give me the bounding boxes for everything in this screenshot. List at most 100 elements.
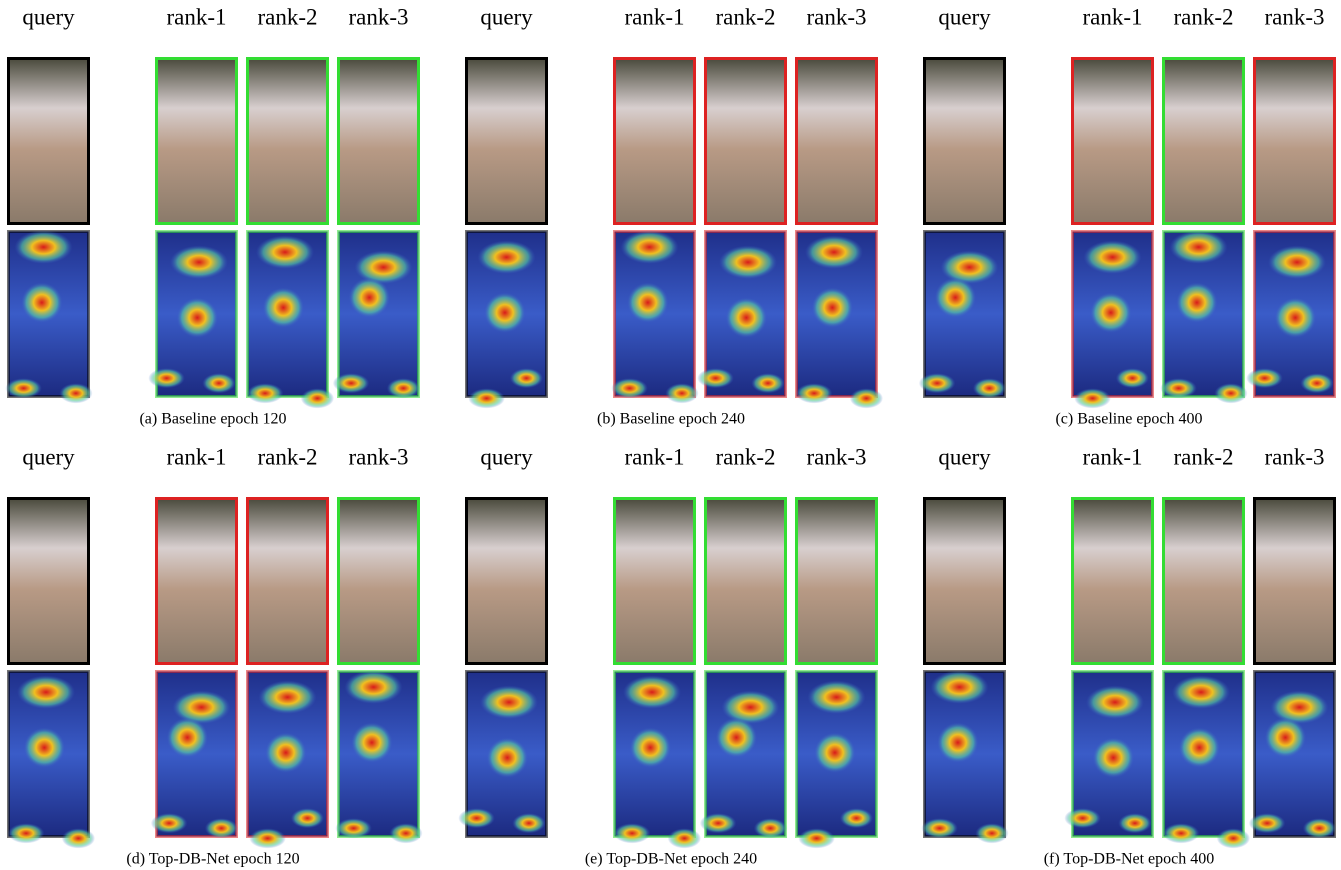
heat-blob (510, 368, 543, 388)
column-label: rank-2 (257, 444, 317, 469)
heat-blob (1275, 298, 1317, 338)
heat-blob (1179, 727, 1221, 767)
heat-blob (258, 680, 316, 714)
panel: queryrank-1rank-2rank-3(e) Top-DB-Net ep… (458, 444, 876, 867)
column-label: rank-1 (1082, 4, 1142, 29)
column-label: query (22, 444, 75, 469)
heat-blob (202, 373, 235, 393)
heat-blob (973, 378, 1006, 398)
column-label: query (480, 444, 533, 469)
heat-blob (623, 675, 681, 709)
heat-blob (1090, 292, 1132, 332)
heat-blob (665, 383, 698, 403)
heat-blob (1163, 823, 1200, 843)
heat-blob (1093, 738, 1135, 778)
panel: query rank-1 rank-2 rank-3 (c) Baseline epoc… (919, 4, 1335, 427)
heat-blob (930, 670, 988, 704)
heat-blob (8, 823, 45, 843)
heat-blob (468, 388, 505, 408)
heat-blob (805, 235, 863, 269)
heat-blob (5, 378, 42, 398)
heat-blob (1172, 675, 1230, 709)
caption: (c) Baseline epoch 400 (1055, 411, 1202, 428)
heat-blob (17, 675, 75, 709)
heat-blob (1265, 717, 1307, 757)
heat-blob (814, 732, 856, 772)
column-label: rank-1 (1082, 444, 1142, 469)
column-label: query (938, 4, 991, 29)
heat-blob (751, 373, 784, 393)
heat-blob (349, 277, 391, 317)
photo (1255, 499, 1335, 664)
column-label: rank-2 (715, 4, 775, 29)
photo (925, 59, 1005, 224)
heat-blob (975, 823, 1008, 843)
photo (157, 499, 237, 664)
heat-blob (798, 828, 835, 848)
heat-blob (59, 383, 92, 403)
photo (1164, 499, 1244, 664)
heat-blob (1083, 240, 1141, 274)
figure: queryrank-1rank-2rank-3(a) Baseline epoc… (0, 0, 1341, 870)
caption: (d) Top-DB-Net epoch 120 (126, 851, 299, 868)
photo (9, 59, 89, 224)
heat-blob (1116, 368, 1149, 388)
photo (1255, 59, 1335, 224)
heat-blob (1300, 373, 1333, 393)
heat-blob (484, 292, 525, 332)
photo (706, 499, 786, 664)
column-label: rank-3 (1264, 4, 1324, 29)
heat-blob (291, 808, 324, 828)
panel: queryrank-1rank-2rank-3(b) Baseline epoc… (467, 4, 883, 427)
heat-blob (919, 373, 956, 393)
caption: (e) Top-DB-Net epoch 240 (585, 851, 757, 868)
caption: (b) Baseline epoch 240 (597, 411, 745, 428)
heat-blob (1214, 383, 1247, 403)
heat-blob (487, 738, 528, 778)
heat-blob (480, 685, 538, 719)
photo (797, 59, 877, 224)
heat-blob (333, 373, 370, 393)
heat-blob (1303, 818, 1336, 838)
photo (339, 59, 419, 224)
column-label: rank-3 (806, 444, 866, 469)
heat-blob (700, 813, 737, 833)
photo (797, 499, 877, 664)
column-label: rank-3 (806, 4, 866, 29)
photo (467, 59, 547, 224)
heat-blob (719, 245, 777, 279)
heat-blob (1086, 685, 1144, 719)
photo (706, 59, 786, 224)
heat-blob (1160, 378, 1197, 398)
column-label: rank-2 (1173, 4, 1233, 29)
heat-blob (1176, 282, 1218, 322)
heat-blob (1064, 808, 1101, 828)
column-label: query (22, 4, 75, 29)
column-label: rank-3 (348, 444, 408, 469)
heat-blob (256, 235, 314, 269)
heat-blob (389, 823, 422, 843)
column-label: rank-2 (1173, 444, 1233, 469)
column-label: rank-3 (348, 4, 408, 29)
heat-blob (1217, 828, 1250, 848)
photo (925, 499, 1005, 664)
heat-blob (167, 717, 209, 757)
heat-blob (335, 818, 372, 838)
photo (467, 499, 547, 664)
column-label: rank-1 (166, 4, 226, 29)
heat-blob (62, 828, 95, 848)
photo (615, 499, 695, 664)
column-label: rank-2 (257, 4, 317, 29)
heat-blob (627, 282, 669, 322)
heat-blob (1249, 813, 1286, 833)
heat-blob (937, 722, 979, 762)
heat-blob (21, 282, 63, 322)
heat-blob (668, 828, 701, 848)
column-label: rank-2 (715, 444, 775, 469)
heat-blob (935, 277, 977, 317)
heat-blob (620, 230, 678, 264)
heat-blob (1169, 230, 1227, 264)
heat-blob (265, 732, 307, 772)
heat-blob (726, 298, 768, 338)
